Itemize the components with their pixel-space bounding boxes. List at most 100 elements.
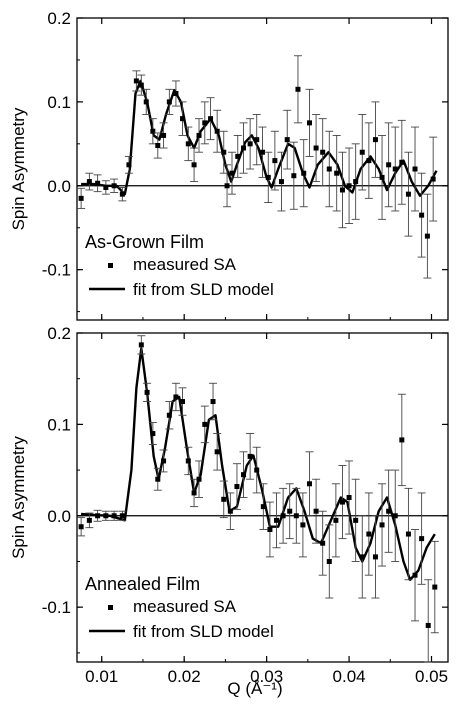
data-point — [272, 158, 278, 164]
data-point — [379, 174, 385, 180]
x-tick-label: 0.04 — [333, 667, 366, 686]
y-tick-label: -0.1 — [42, 598, 71, 617]
data-point — [210, 399, 216, 405]
data-point — [405, 531, 411, 537]
data-point — [191, 162, 197, 168]
data-point — [202, 120, 208, 126]
data-point — [185, 458, 191, 464]
data-point — [161, 132, 167, 138]
data-point — [334, 170, 340, 176]
data-point — [424, 233, 430, 239]
plot-frame — [76, 17, 449, 321]
data-point — [320, 540, 326, 546]
data-point — [320, 149, 326, 155]
y-tick-label: 0.2 — [47, 9, 71, 28]
y-axis-label: Spin Asymmetry — [9, 436, 28, 559]
data-point — [306, 120, 312, 126]
legend-label: measured SA — [133, 597, 237, 616]
data-point — [353, 179, 359, 185]
x-tick-label: 0.03 — [250, 667, 283, 686]
data-point — [78, 195, 84, 201]
error-bar — [424, 579, 433, 663]
data-point — [166, 99, 172, 105]
data-point — [138, 82, 144, 88]
data-point — [180, 116, 186, 122]
panel-label: As-Grown Film — [85, 232, 204, 252]
data-point — [353, 517, 359, 523]
fit-line — [81, 347, 436, 581]
data-point — [280, 513, 286, 519]
data-point — [295, 86, 301, 92]
data-point — [196, 132, 202, 138]
data-point — [359, 149, 365, 155]
data-point — [260, 149, 265, 155]
data-point — [86, 179, 92, 185]
data-point — [339, 499, 345, 505]
data-point — [234, 484, 240, 490]
data-point — [214, 128, 220, 134]
data-point — [103, 513, 109, 519]
y-tick-label: 0.1 — [47, 93, 71, 112]
data-point — [333, 517, 339, 523]
data-point — [196, 476, 202, 482]
data-point — [247, 453, 253, 459]
y-tick-label: 0.0 — [47, 177, 71, 196]
data-point — [173, 91, 179, 96]
data-point — [161, 458, 167, 464]
data-point — [412, 166, 418, 172]
data-point — [143, 99, 149, 105]
legend-marker-square — [108, 263, 113, 268]
data-point — [185, 141, 191, 147]
panel-label: Annealed Film — [85, 574, 200, 594]
y-tick-label: 0.1 — [47, 415, 71, 434]
data-point — [430, 176, 436, 182]
data-point — [86, 517, 92, 523]
data-point — [372, 137, 378, 143]
data-point — [235, 153, 241, 159]
x-tick-label: 0.01 — [85, 667, 118, 686]
data-point — [291, 173, 297, 179]
panel-annealed: 0.2 0.1 0.0 -0.1 0.01 0.02 0.03 0.04 0.05 Spin As… — [9, 324, 449, 686]
data-point — [379, 522, 385, 528]
data-point — [306, 481, 312, 487]
data-point — [278, 179, 284, 185]
data-point — [111, 513, 117, 519]
data-point — [227, 508, 233, 514]
data-point — [254, 137, 260, 143]
data-point — [103, 184, 109, 190]
data-point — [78, 524, 84, 530]
data-point — [386, 162, 392, 168]
data-point — [224, 183, 230, 189]
legend-label: fit from SLD model — [133, 622, 274, 641]
data-point — [166, 412, 172, 418]
data-point — [274, 517, 280, 523]
data-point — [267, 526, 273, 532]
data-point — [300, 522, 306, 528]
data-point — [372, 554, 378, 560]
plot-frame — [76, 332, 449, 663]
data-point — [346, 183, 352, 189]
data-point — [313, 508, 319, 514]
legend-label: fit from SLD model — [133, 280, 274, 299]
data-point — [399, 437, 405, 443]
data-point — [202, 421, 208, 427]
data-point — [95, 180, 101, 186]
y-tick-label: -0.1 — [42, 261, 71, 280]
data-point — [180, 399, 186, 405]
data-point — [399, 159, 405, 165]
data-point — [326, 558, 332, 564]
data-point — [425, 622, 431, 628]
data-point — [419, 536, 425, 542]
data-point — [133, 78, 139, 84]
data-point — [301, 170, 307, 176]
data-point — [155, 476, 161, 482]
data-point — [326, 166, 332, 172]
data-point — [229, 170, 235, 176]
x-tick-label: 0.05 — [415, 667, 448, 686]
data-point — [392, 513, 398, 519]
data-point — [284, 137, 290, 143]
data-point — [173, 394, 179, 400]
data-point — [287, 508, 293, 514]
data-point — [214, 449, 220, 455]
data-point — [293, 513, 299, 519]
